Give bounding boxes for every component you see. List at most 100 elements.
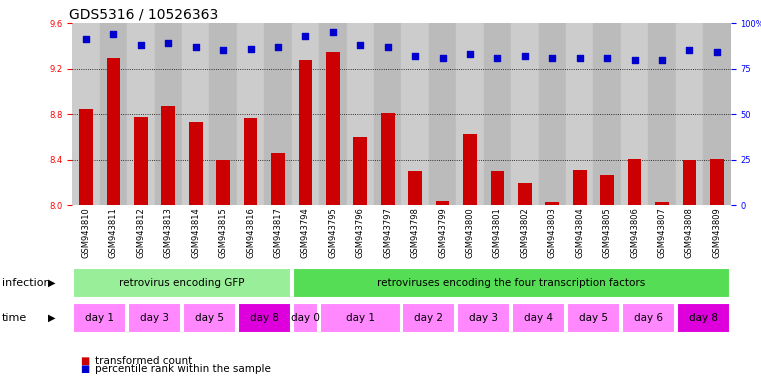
Point bbox=[492, 55, 504, 61]
Bar bbox=[484, 23, 511, 205]
Bar bbox=[512, 303, 565, 333]
Text: day 4: day 4 bbox=[524, 313, 553, 323]
Point bbox=[80, 36, 92, 43]
Bar bbox=[621, 23, 648, 205]
Bar bbox=[539, 23, 566, 205]
Bar bbox=[676, 23, 703, 205]
Point bbox=[629, 56, 641, 63]
Bar bbox=[189, 122, 202, 205]
Text: day 1: day 1 bbox=[85, 313, 114, 323]
Bar bbox=[237, 23, 264, 205]
Bar bbox=[518, 183, 532, 205]
Text: ■: ■ bbox=[80, 364, 89, 374]
Text: day 1: day 1 bbox=[345, 313, 374, 323]
Bar bbox=[436, 201, 450, 205]
Bar bbox=[326, 51, 339, 205]
Point bbox=[299, 33, 311, 39]
Text: day 8: day 8 bbox=[689, 313, 718, 323]
Bar bbox=[622, 303, 675, 333]
Point bbox=[107, 31, 119, 37]
Text: transformed count: transformed count bbox=[95, 356, 193, 366]
Bar bbox=[511, 23, 539, 205]
Text: day 2: day 2 bbox=[414, 313, 444, 323]
Bar bbox=[320, 303, 400, 333]
Bar bbox=[183, 303, 236, 333]
Text: GDS5316 / 10526363: GDS5316 / 10526363 bbox=[69, 8, 218, 22]
Bar bbox=[161, 106, 175, 205]
Point bbox=[326, 29, 339, 35]
Bar bbox=[655, 202, 669, 205]
Text: day 3: day 3 bbox=[470, 313, 498, 323]
Bar bbox=[402, 23, 429, 205]
Point bbox=[381, 44, 393, 50]
Point bbox=[354, 42, 366, 48]
Text: infection: infection bbox=[2, 278, 50, 288]
Text: day 3: day 3 bbox=[140, 313, 169, 323]
Bar bbox=[298, 60, 312, 205]
Bar bbox=[127, 23, 154, 205]
Bar bbox=[237, 303, 291, 333]
Bar bbox=[292, 303, 318, 333]
Bar bbox=[128, 303, 181, 333]
Point bbox=[162, 40, 174, 46]
Bar bbox=[573, 170, 587, 205]
Bar bbox=[72, 23, 100, 205]
Bar bbox=[566, 23, 594, 205]
Bar bbox=[107, 58, 120, 205]
Point bbox=[546, 55, 559, 61]
Bar bbox=[457, 23, 484, 205]
Point bbox=[711, 49, 723, 55]
Point bbox=[244, 46, 256, 52]
Text: ▶: ▶ bbox=[48, 313, 56, 323]
Text: ■: ■ bbox=[80, 356, 89, 366]
Bar bbox=[73, 303, 126, 333]
Text: day 5: day 5 bbox=[195, 313, 224, 323]
Bar bbox=[73, 268, 291, 298]
Bar bbox=[594, 23, 621, 205]
Bar bbox=[244, 118, 257, 205]
Point bbox=[574, 55, 586, 61]
Bar bbox=[100, 23, 127, 205]
Bar bbox=[292, 268, 730, 298]
Bar bbox=[491, 171, 505, 205]
Bar bbox=[291, 23, 319, 205]
Text: time: time bbox=[2, 313, 27, 323]
Point bbox=[464, 51, 476, 57]
Text: retrovirus encoding GFP: retrovirus encoding GFP bbox=[119, 278, 245, 288]
Bar bbox=[353, 137, 367, 205]
Text: day 5: day 5 bbox=[579, 313, 608, 323]
Bar bbox=[600, 175, 614, 205]
Bar bbox=[182, 23, 209, 205]
Point bbox=[601, 55, 613, 61]
Bar bbox=[319, 23, 346, 205]
Bar bbox=[271, 153, 285, 205]
Point bbox=[272, 44, 284, 50]
Text: ▶: ▶ bbox=[48, 278, 56, 288]
Text: day 0: day 0 bbox=[291, 313, 320, 323]
Bar bbox=[546, 202, 559, 205]
Bar bbox=[209, 23, 237, 205]
Point bbox=[409, 53, 422, 59]
Bar bbox=[154, 23, 182, 205]
Bar bbox=[677, 303, 730, 333]
Bar bbox=[134, 116, 148, 205]
Bar bbox=[216, 160, 230, 205]
Point bbox=[437, 55, 449, 61]
Bar bbox=[710, 159, 724, 205]
Bar bbox=[703, 23, 731, 205]
Bar bbox=[264, 23, 291, 205]
Text: percentile rank within the sample: percentile rank within the sample bbox=[95, 364, 271, 374]
Point bbox=[656, 56, 668, 63]
Bar bbox=[567, 303, 620, 333]
Bar bbox=[380, 113, 394, 205]
Point bbox=[135, 42, 147, 48]
Point bbox=[217, 47, 229, 53]
Text: day 6: day 6 bbox=[634, 313, 663, 323]
Bar bbox=[79, 109, 93, 205]
Bar bbox=[457, 303, 511, 333]
Bar bbox=[429, 23, 457, 205]
Bar bbox=[683, 160, 696, 205]
Bar bbox=[648, 23, 676, 205]
Bar bbox=[463, 134, 477, 205]
Text: retroviruses encoding the four transcription factors: retroviruses encoding the four transcrip… bbox=[377, 278, 645, 288]
